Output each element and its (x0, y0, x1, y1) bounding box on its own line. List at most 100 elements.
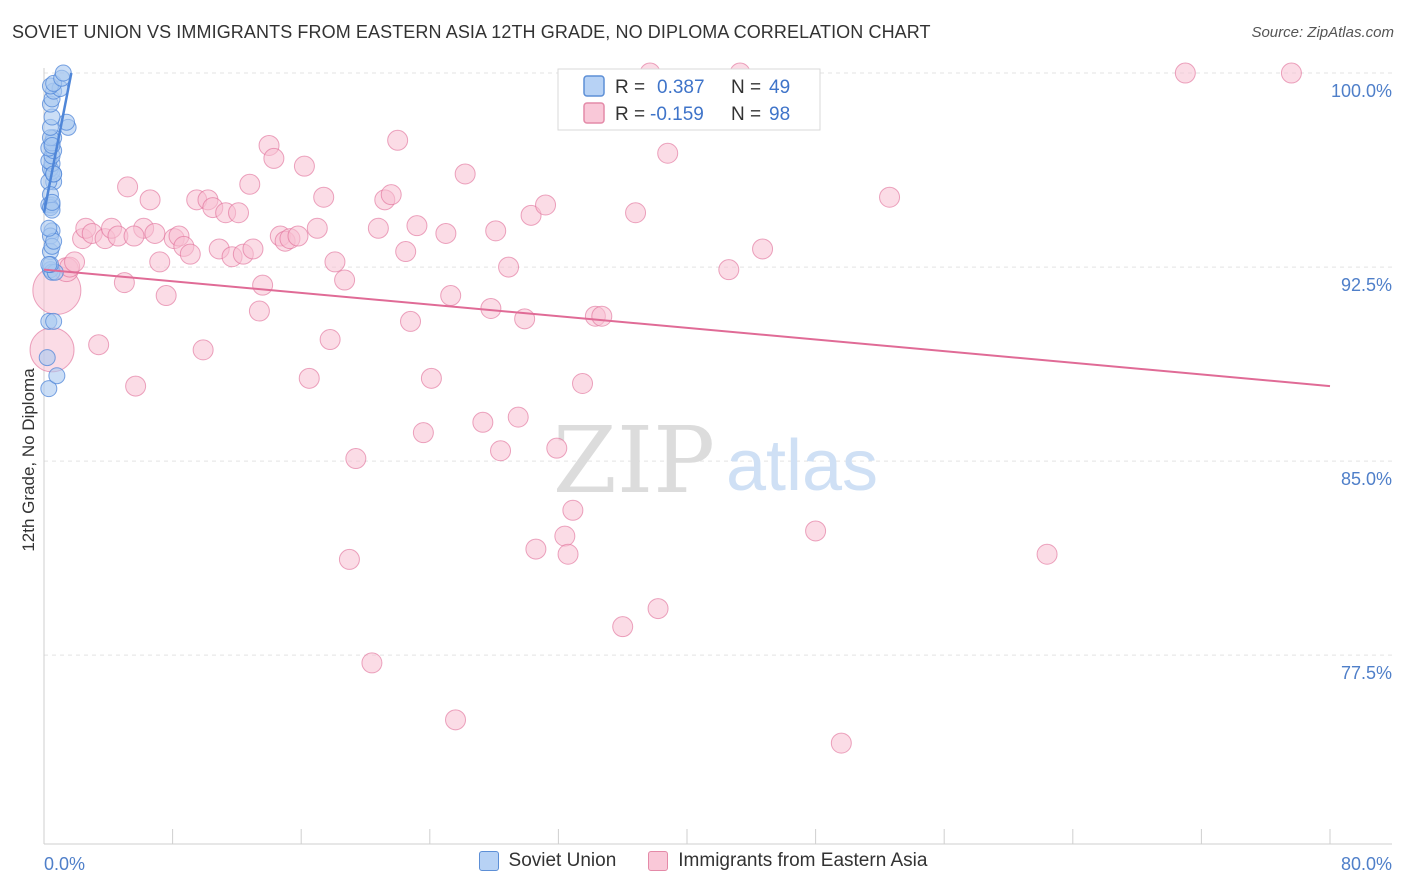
data-point-immigrants-eastern-asia (239, 173, 261, 195)
data-point-immigrants-eastern-asia (752, 238, 774, 260)
tick-labels: 100.0% 92.5% 85.0% 77.5% 0.0% 80.0% (44, 81, 1392, 874)
data-point-immigrants-eastern-asia (1174, 62, 1196, 84)
data-point-immigrants-eastern-asia (1036, 543, 1058, 565)
data-point-immigrants-eastern-asia (252, 274, 274, 296)
legend-label-immigrants-eastern-asia: Immigrants from Eastern Asia (678, 850, 928, 871)
data-point-immigrants-eastern-asia (88, 334, 110, 356)
stats-legend-r-label-blue: R = (615, 77, 645, 98)
data-point-immigrants-eastern-asia (117, 176, 139, 198)
stats-legend-r-value-pink: -0.159 (650, 104, 704, 125)
soviet-union-points (38, 64, 77, 398)
stats-legend: R = 0.387 N = 49 R = -0.159 N = 98 (557, 68, 821, 131)
stats-legend-n-value-pink: 98 (769, 104, 790, 125)
data-point-immigrants-eastern-asia (400, 310, 422, 332)
data-point-immigrants-eastern-asia (125, 375, 147, 397)
data-point-immigrants-eastern-asia (546, 437, 568, 459)
data-point-immigrants-eastern-asia (562, 499, 584, 521)
data-point-immigrants-eastern-asia (319, 329, 341, 351)
series-legend: Soviet Union Immigrants from Eastern Asi… (0, 850, 1406, 872)
data-point-immigrants-eastern-asia (445, 709, 467, 731)
y-axis-label: 12th Grade, No Diploma (19, 368, 38, 552)
chart-title: SOVIET UNION VS IMMIGRANTS FROM EASTERN … (12, 22, 931, 42)
data-point-immigrants-eastern-asia (440, 285, 462, 307)
data-point-immigrants-eastern-asia (406, 215, 428, 237)
data-point-immigrants-eastern-asia (29, 327, 75, 373)
stats-legend-n-value-blue: 49 (769, 77, 790, 98)
data-point-immigrants-eastern-asia (149, 251, 171, 273)
x-tick-label-max: 80.0% (1341, 854, 1392, 874)
data-point-immigrants-eastern-asia (287, 225, 309, 247)
data-point-immigrants-eastern-asia (179, 243, 201, 265)
data-point-immigrants-eastern-asia (435, 222, 457, 244)
data-point-immigrants-eastern-asia (879, 186, 901, 208)
data-point-immigrants-eastern-asia (263, 147, 285, 169)
watermark: ZIP atlas (553, 407, 878, 514)
data-point-immigrants-eastern-asia (324, 251, 346, 273)
legend-item-soviet-union[interactable]: Soviet Union (478, 850, 617, 872)
data-point-immigrants-eastern-asia (557, 543, 579, 565)
data-point-immigrants-eastern-asia (334, 269, 356, 291)
data-point-immigrants-eastern-asia (805, 520, 827, 542)
data-point-immigrants-eastern-asia (520, 204, 542, 226)
data-point-immigrants-eastern-asia (123, 225, 145, 247)
data-point-immigrants-eastern-asia (830, 732, 852, 754)
data-point-immigrants-eastern-asia (454, 163, 476, 185)
data-point-immigrants-eastern-asia (338, 548, 360, 570)
watermark-zip: ZIP (553, 407, 715, 514)
data-point-immigrants-eastern-asia (572, 372, 594, 394)
y-tick-label: 100.0% (1331, 81, 1392, 101)
stats-legend-r-label-pink: R = (615, 104, 645, 125)
legend-item-immigrants-eastern-asia[interactable]: Immigrants from Eastern Asia (648, 850, 927, 872)
stats-legend-n-label-blue: N = (731, 77, 761, 98)
data-point-immigrants-eastern-asia (345, 448, 367, 470)
grid-layer (44, 72, 1392, 656)
data-point-immigrants-eastern-asia (139, 189, 161, 211)
data-point-immigrants-eastern-asia (293, 155, 315, 177)
data-point-immigrants-eastern-asia (387, 129, 409, 151)
data-point-immigrants-eastern-asia (507, 406, 529, 428)
watermark-atlas: atlas (726, 426, 878, 506)
data-point-immigrants-eastern-asia (718, 259, 740, 281)
stats-legend-swatch-pink (583, 102, 605, 124)
y-tick-label: 77.5% (1341, 663, 1392, 683)
data-point-immigrants-eastern-asia (380, 184, 402, 206)
data-point-immigrants-eastern-asia (498, 256, 520, 278)
source-credit: Source: ZipAtlas.com (1251, 24, 1394, 41)
data-point-immigrants-eastern-asia (361, 652, 383, 674)
data-point-immigrants-eastern-asia (412, 422, 434, 444)
data-point-immigrants-eastern-asia (367, 217, 389, 239)
data-point-immigrants-eastern-asia (525, 538, 547, 560)
data-point-immigrants-eastern-asia (490, 440, 512, 462)
data-point-soviet-union (40, 219, 58, 237)
data-point-immigrants-eastern-asia (192, 339, 214, 361)
data-point-immigrants-eastern-asia (591, 305, 613, 327)
data-point-immigrants-eastern-asia (144, 222, 166, 244)
data-point-immigrants-eastern-asia (480, 297, 502, 319)
data-point-soviet-union (48, 367, 66, 385)
data-point-immigrants-eastern-asia (155, 285, 177, 307)
legend-label-soviet-union: Soviet Union (508, 850, 617, 871)
trend-line-soviet-union (42, 72, 73, 213)
data-point-immigrants-eastern-asia (657, 142, 679, 164)
data-point-soviet-union (54, 64, 72, 82)
data-point-immigrants-eastern-asia (298, 367, 320, 389)
axes-layer (43, 68, 1392, 845)
stats-legend-r-value-blue: 0.387 (657, 77, 705, 98)
stats-legend-swatch-blue (583, 75, 605, 97)
y-tick-label: 92.5% (1341, 275, 1392, 295)
data-point-immigrants-eastern-asia (248, 300, 270, 322)
y-tick-label: 85.0% (1341, 469, 1392, 489)
data-point-immigrants-eastern-asia (395, 241, 417, 263)
data-point-soviet-union (38, 349, 56, 367)
data-point-immigrants-eastern-asia (1280, 62, 1302, 84)
data-point-immigrants-eastern-asia (554, 525, 576, 547)
data-point-immigrants-eastern-asia (472, 411, 494, 433)
data-point-soviet-union (45, 312, 63, 330)
legend-swatch-immigrants-eastern-asia (648, 851, 669, 871)
data-point-immigrants-eastern-asia (228, 202, 250, 224)
data-point-immigrants-eastern-asia (64, 251, 86, 273)
legend-swatch-soviet-union (478, 851, 499, 871)
x-tick-label-min: 0.0% (44, 854, 85, 874)
data-point-immigrants-eastern-asia (625, 202, 647, 224)
